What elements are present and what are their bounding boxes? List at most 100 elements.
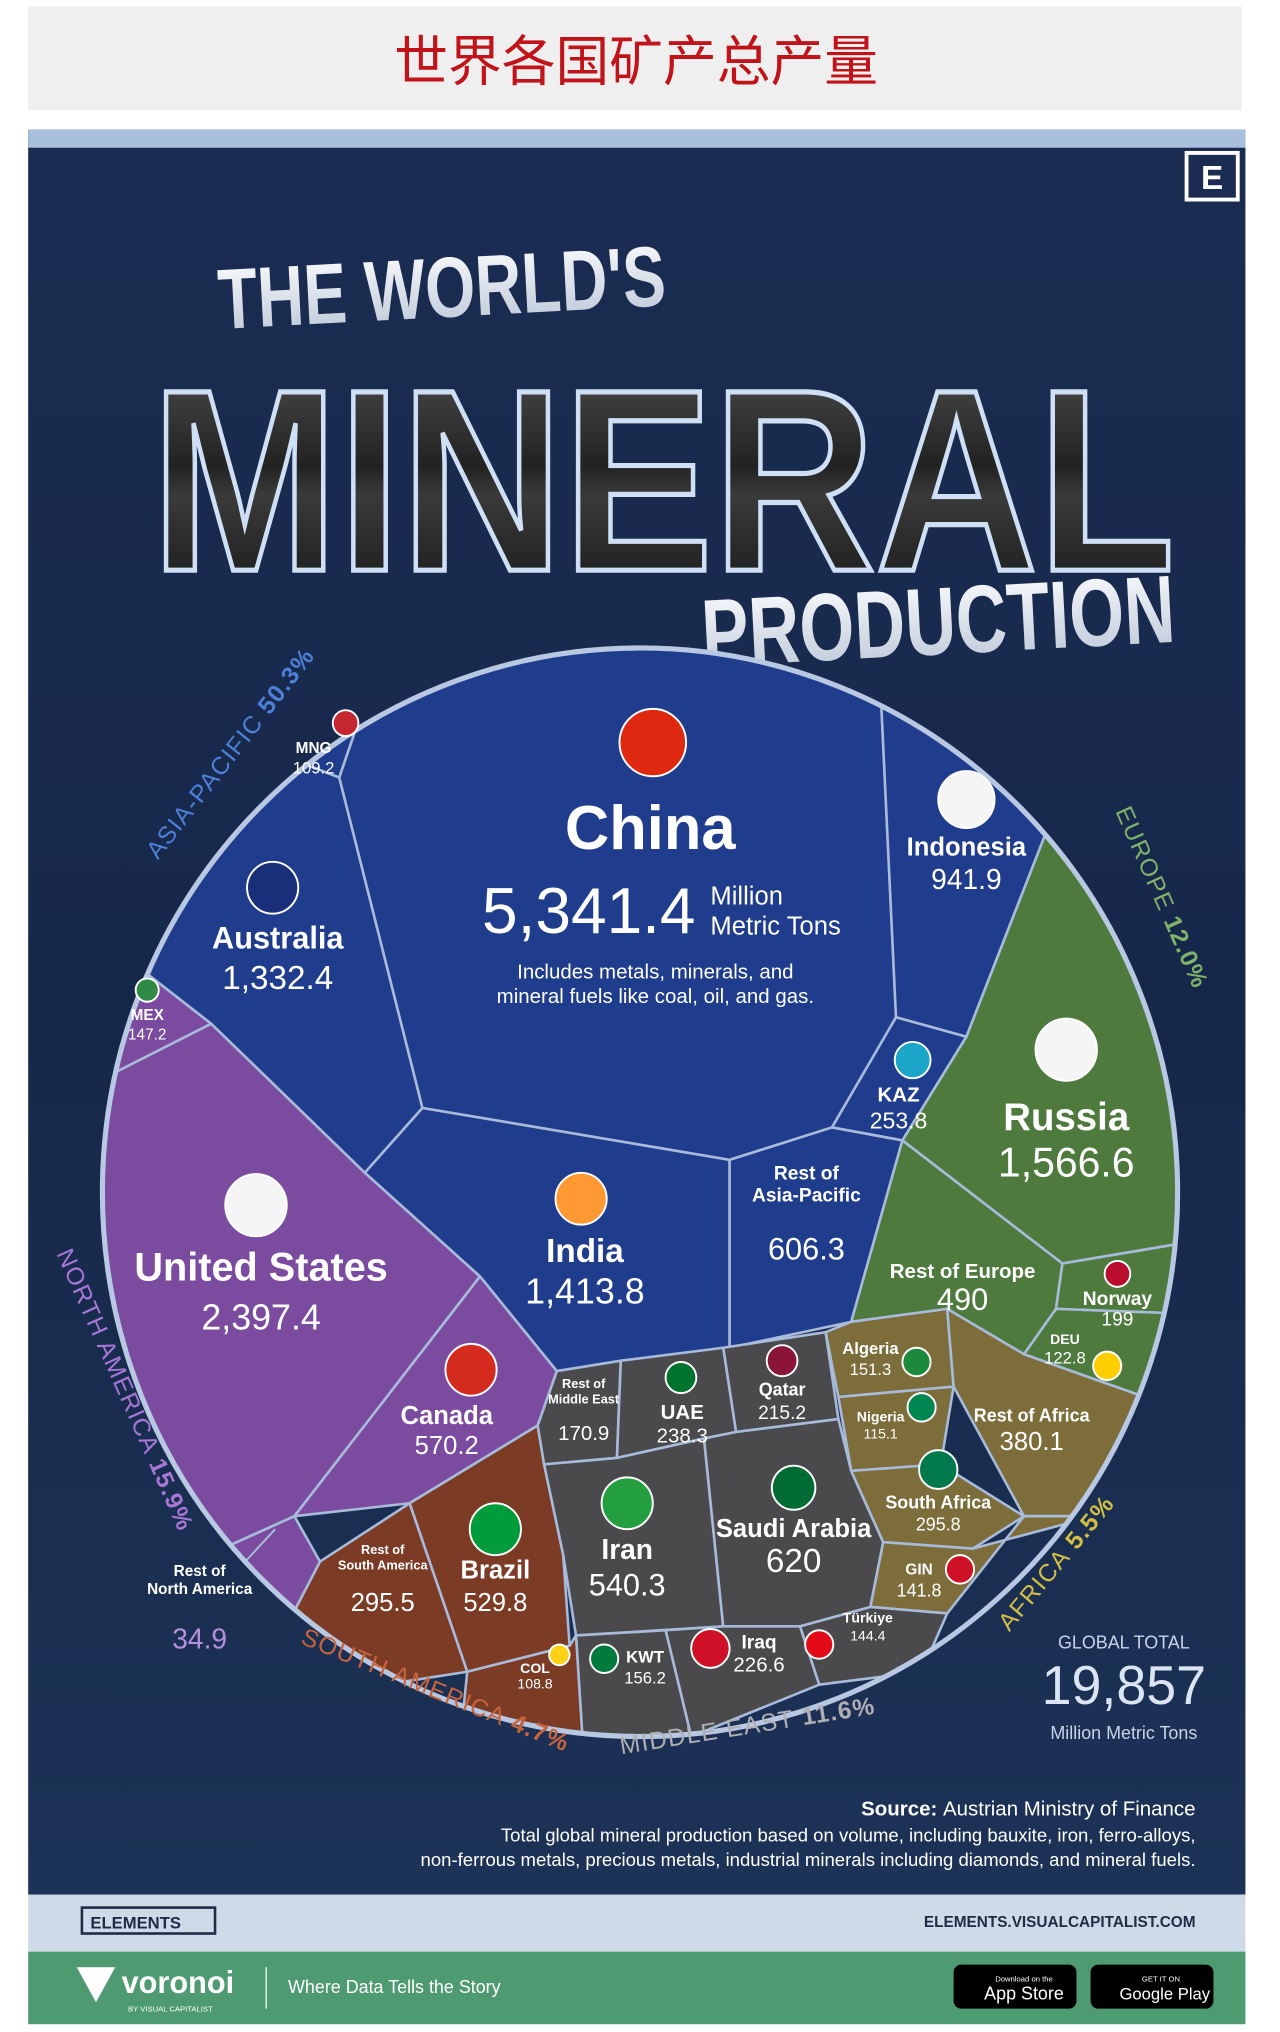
flag: [600, 1476, 654, 1531]
google-play-top: GET IT ON: [1142, 1974, 1180, 1983]
cell-name: Türkiye: [843, 1610, 893, 1626]
cell-name: North America: [147, 1581, 253, 1598]
voronoi-brand: voronoi: [122, 1965, 235, 2000]
cell-name: South America: [338, 1557, 429, 1572]
flag: [664, 1361, 698, 1395]
cell-name: Norway: [1083, 1289, 1153, 1310]
google-play-button[interactable]: [1090, 1964, 1214, 2009]
cell-name: Nigeria: [857, 1410, 905, 1426]
flag: [618, 707, 688, 778]
app-store-button[interactable]: [953, 1964, 1077, 2009]
flag: [468, 1502, 522, 1557]
cell-name: DEU: [1050, 1332, 1080, 1348]
cell-value: 109.2: [293, 759, 335, 778]
cell-name: Asia-Pacific: [752, 1185, 861, 1206]
cell-value: 144.4: [850, 1629, 885, 1645]
flag: [224, 1173, 288, 1238]
cell-name: MNG: [296, 740, 332, 757]
cell-name: Brazil: [461, 1556, 531, 1584]
footer-band: [28, 1894, 1246, 1952]
cell-value: 238.3: [657, 1424, 708, 1447]
cell-name: Qatar: [759, 1380, 806, 1400]
flag: [906, 1392, 937, 1423]
source-label: Source:: [861, 1797, 937, 1820]
cell-name: Indonesia: [907, 833, 1027, 861]
badge: E: [1201, 160, 1223, 197]
cell-value: 115.1: [864, 1426, 898, 1442]
app-store-top: Download on the: [995, 1974, 1053, 1983]
voronoi-sub: BY VISUAL CAPITALIST: [128, 2004, 213, 2013]
source-text: Austrian Ministry of Finance: [943, 1797, 1196, 1820]
china-note: Includes metals, minerals, and: [517, 960, 793, 983]
flag: [331, 709, 360, 738]
flag: [765, 1344, 799, 1378]
cell-name: COL: [520, 1661, 550, 1677]
cell-name: Iran: [601, 1534, 653, 1566]
total-unit: Million Metric Tons: [1050, 1723, 1197, 1743]
china-unit: Metric Tons: [710, 912, 840, 940]
poster-top-band: [28, 129, 1246, 148]
flag: [554, 1171, 608, 1226]
flag: [134, 977, 160, 1003]
cell-name: South Africa: [885, 1492, 992, 1512]
flag: [690, 1627, 731, 1669]
flag: [901, 1346, 932, 1378]
cell-name: Rest of: [562, 1376, 606, 1391]
badge-box: [1184, 150, 1240, 202]
cell-name: KAZ: [878, 1083, 920, 1106]
china-unit: Million: [710, 882, 783, 910]
flag: [1103, 1259, 1132, 1288]
cell-name: Iraq: [741, 1632, 776, 1653]
cell-name: Saudi Arabia: [716, 1515, 872, 1543]
treemap-outline: [99, 645, 1181, 1740]
cell-name: Middle East: [548, 1391, 620, 1406]
cell-name: United States: [134, 1245, 387, 1289]
source-note: non-ferrous metals, precious metals, ind…: [421, 1849, 1196, 1870]
title-line-2: MINERAL: [151, 336, 1175, 626]
flag: [918, 1449, 959, 1490]
cell-value: 170.9: [558, 1422, 609, 1445]
cell-value: 108.8: [517, 1677, 552, 1693]
cell-value: 295.8: [916, 1514, 961, 1534]
elements-logo: ELEMENTS: [90, 1913, 181, 1932]
cell-value: 1,332.4: [222, 960, 333, 997]
cell-name: UAE: [661, 1401, 704, 1424]
cell-name: India: [546, 1233, 624, 1270]
cell-value: 380.1: [1000, 1428, 1064, 1456]
cell-name: Rest of Africa: [974, 1406, 1091, 1426]
flag: [893, 1040, 932, 1080]
cell-name: MEX: [131, 1007, 165, 1024]
cell-name: China: [565, 793, 736, 862]
cell-value: 1,413.8: [525, 1270, 645, 1311]
elements-box: [80, 1906, 217, 1935]
cell-name: Rest of: [361, 1542, 405, 1557]
cell-name: GIN: [905, 1561, 932, 1578]
flag: [444, 1342, 498, 1397]
cell-name: Australia: [212, 920, 344, 955]
cell-value: 199: [1101, 1310, 1133, 1331]
voronoi-icon: [76, 1967, 116, 2003]
source: Source: Austrian Ministry of Finance: [861, 1797, 1195, 1820]
flag: [944, 1554, 976, 1585]
cell-name: Rest of Europe: [890, 1260, 1036, 1283]
cell-value: 151.3: [850, 1360, 892, 1379]
cell-value: 156.2: [624, 1668, 666, 1687]
cell-name: Russia: [1003, 1096, 1129, 1139]
cell-value: 5,341.4: [482, 875, 695, 947]
flag: [937, 770, 996, 830]
cell-value: 226.6: [733, 1654, 784, 1677]
cell-value: 620: [766, 1543, 821, 1580]
total-value: 19,857: [1042, 1656, 1206, 1716]
cell-value: 147.2: [128, 1026, 166, 1043]
google-play-text: Google Play: [1119, 1985, 1210, 2004]
cell-value: 490: [937, 1282, 988, 1317]
source-note: Total global mineral production based on…: [501, 1824, 1196, 1845]
cell-value: 1,566.6: [998, 1139, 1135, 1185]
cell-value: 122.8: [1044, 1348, 1086, 1367]
flag: [246, 860, 300, 915]
cell-value: 2,397.4: [201, 1296, 321, 1337]
header-title: 世界各国矿产总产量: [394, 30, 878, 93]
cell-value: 34.9: [172, 1623, 227, 1655]
